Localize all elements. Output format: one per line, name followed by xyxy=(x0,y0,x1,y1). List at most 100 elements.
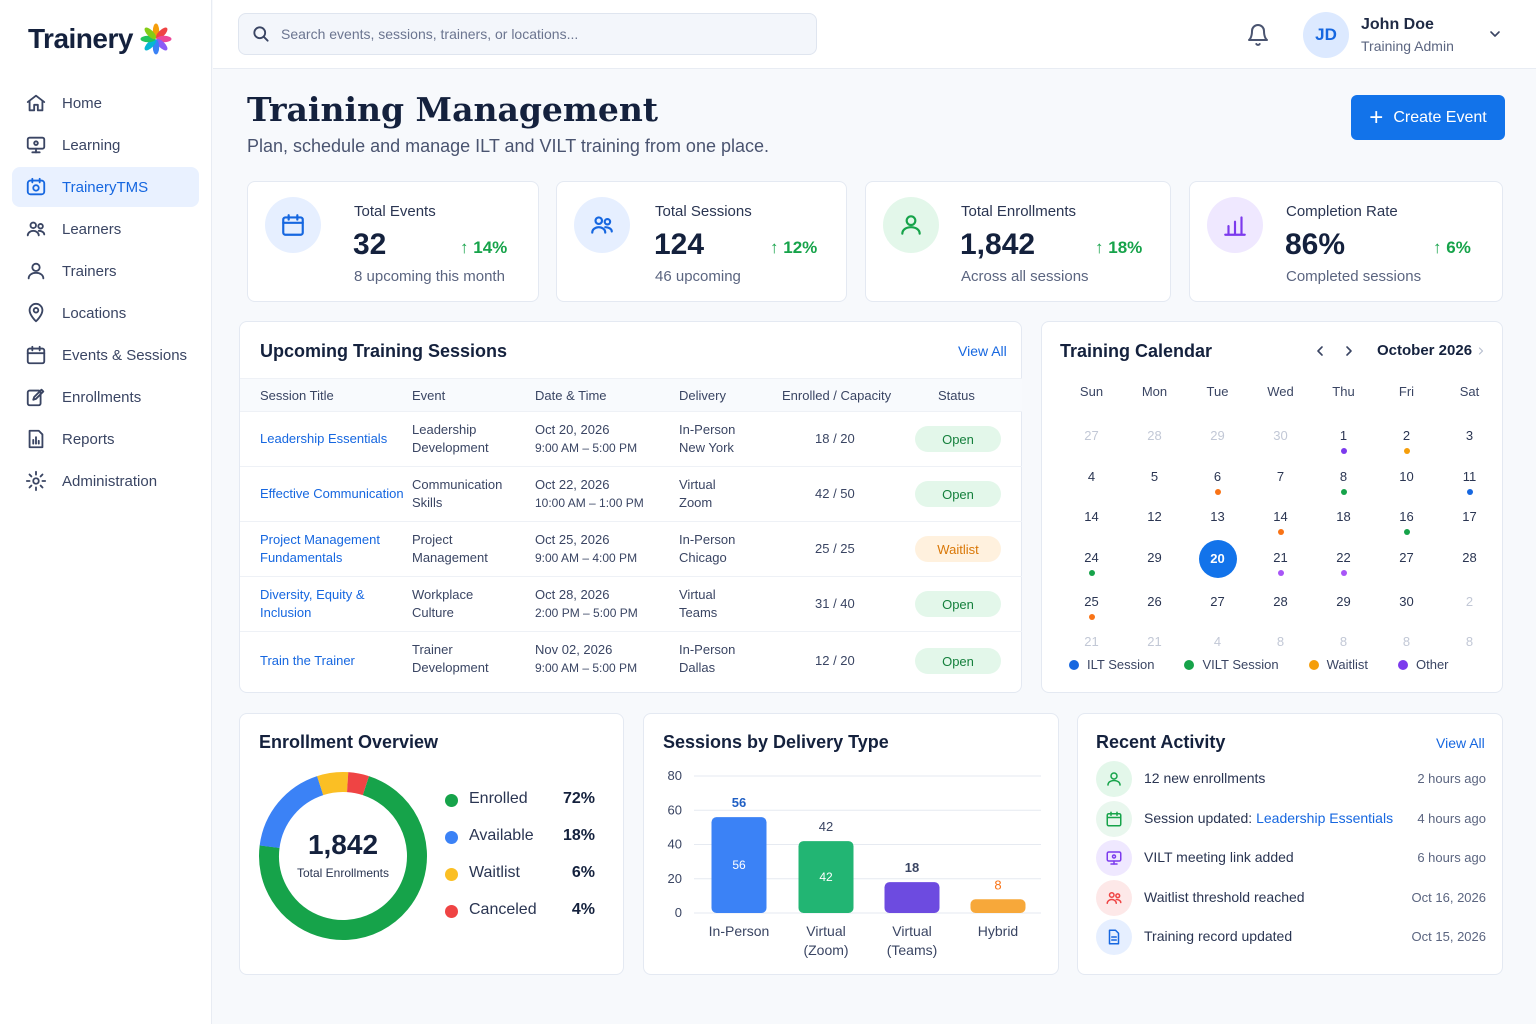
activity-item[interactable]: Session updated: Leadership Essentials 4 … xyxy=(1096,800,1486,837)
calendar-day[interactable]: 11 xyxy=(1438,463,1501,501)
search-bar[interactable] xyxy=(238,13,817,55)
arrow-up-icon: ↑ xyxy=(1095,238,1109,257)
calendar-day[interactable]: 25 xyxy=(1060,588,1123,626)
sidebar-item-locations[interactable]: Locations xyxy=(12,293,199,333)
calendar-day[interactable]: 27 xyxy=(1375,544,1438,582)
activity-item[interactable]: Training record updated Oct 15, 2026 xyxy=(1096,919,1486,955)
avatar[interactable]: JD xyxy=(1303,12,1349,58)
activity-item[interactable]: 12 new enrollments 2 hours ago xyxy=(1096,761,1486,797)
sidebar-item-trainers[interactable]: Trainers xyxy=(12,251,199,291)
calendar-day[interactable]: 21 xyxy=(1123,628,1186,666)
calendar-day[interactable]: 8 xyxy=(1312,628,1375,666)
day-number: 14 xyxy=(1273,509,1288,524)
session-title-link[interactable]: Train the Trainer xyxy=(260,652,408,670)
calendar-day[interactable]: 27 xyxy=(1060,422,1123,460)
session-title-link[interactable]: Diversity, Equity & Inclusion xyxy=(260,586,408,622)
sidebar-item-home[interactable]: Home xyxy=(12,83,199,123)
table-row[interactable]: Project Management Fundamentals Project Man… xyxy=(240,522,1022,577)
day-number: 17 xyxy=(1462,509,1477,524)
activity-item[interactable]: Waitlist threshold reached Oct 16, 2026 xyxy=(1096,879,1486,916)
sidebar-item-events-sessions[interactable]: Events & Sessions xyxy=(12,335,199,375)
calendar-day[interactable]: 14 xyxy=(1060,503,1123,541)
chevron-down-icon[interactable] xyxy=(1487,26,1503,42)
day-number: 8 xyxy=(1339,469,1348,484)
bar-inner-label: 56 xyxy=(732,858,746,872)
brand-logo[interactable]: Trainery xyxy=(28,22,173,56)
calendar-day[interactable]: 18 xyxy=(1312,503,1375,541)
calendar-day[interactable]: 14 xyxy=(1249,503,1312,541)
table-row[interactable]: Leadership Essentials Leadership Developme… xyxy=(240,412,1022,467)
calendar-day[interactable]: 16 xyxy=(1375,503,1438,541)
activity-item[interactable]: VILT meeting link added 6 hours ago xyxy=(1096,840,1486,876)
activity-link[interactable]: Leadership Essentials xyxy=(1256,809,1394,826)
session-title-link[interactable]: Project Management Fundamentals xyxy=(260,531,408,567)
sessions-card: Upcoming Training Sessions View All Sess… xyxy=(239,321,1022,693)
weekday-label: Thu xyxy=(1332,384,1355,399)
chevron-right-small-icon[interactable] xyxy=(1475,345,1487,357)
calendar-day[interactable]: 3 xyxy=(1438,422,1501,460)
calendar-day[interactable]: 2 xyxy=(1375,422,1438,460)
day-number: 20 xyxy=(1210,551,1225,566)
weekday-label: Fri xyxy=(1398,384,1415,399)
user-name[interactable]: John Doe xyxy=(1361,16,1434,33)
activity-time: Oct 15, 2026 xyxy=(1411,929,1486,944)
calendar-day[interactable]: 29 xyxy=(1186,422,1249,460)
calendar-day[interactable]: 30 xyxy=(1375,588,1438,626)
calendar-day[interactable]: 2 xyxy=(1438,588,1501,626)
calendar-day[interactable]: 21 xyxy=(1060,628,1123,666)
day-number: 8 xyxy=(1276,634,1285,649)
enrollment-donut-chart xyxy=(259,772,427,940)
table-row[interactable]: Diversity, Equity & Inclusion Workplace Cul… xyxy=(240,577,1022,632)
calendar-day[interactable]: 5 xyxy=(1123,463,1186,501)
calendar-day[interactable]: 8 xyxy=(1312,463,1375,501)
session-title-link[interactable]: Effective Communication xyxy=(260,485,408,503)
activity-view-all-link[interactable]: View All xyxy=(1436,735,1485,751)
calendar-day[interactable]: 30 xyxy=(1249,422,1312,460)
stat-trend-value: 12% xyxy=(783,238,818,257)
calendar-day[interactable]: 21 xyxy=(1249,544,1312,582)
calendar-day[interactable]: 7 xyxy=(1249,463,1312,501)
sidebar-item-learning[interactable]: Learning xyxy=(12,125,199,165)
calendar-day[interactable]: 28 xyxy=(1123,422,1186,460)
calendar-day[interactable]: 17 xyxy=(1438,503,1501,541)
session-title-link[interactable]: Leadership Essentials xyxy=(260,430,408,448)
table-row[interactable]: Effective Communication Communication Skil… xyxy=(240,467,1022,522)
calendar-day[interactable]: 8 xyxy=(1375,628,1438,666)
sidebar-item-enrollments[interactable]: Enrollments xyxy=(12,377,199,417)
calendar-day-today[interactable]: 20 xyxy=(1186,540,1249,582)
calendar-day[interactable]: 1 xyxy=(1312,422,1375,460)
calendar-day[interactable]: 8 xyxy=(1249,628,1312,666)
legend-dot xyxy=(445,868,458,881)
chevron-left-icon[interactable] xyxy=(1312,343,1328,359)
day-number: 27 xyxy=(1084,428,1099,443)
sidebar-item-label: Learning xyxy=(62,136,121,154)
bell-icon[interactable] xyxy=(1246,23,1270,47)
sidebar-item-learners[interactable]: Learners xyxy=(12,209,199,249)
sidebar-item-trainerytms[interactable]: TraineryTMS xyxy=(12,167,199,207)
calendar-day[interactable]: 26 xyxy=(1123,588,1186,626)
calendar-day[interactable]: 28 xyxy=(1249,588,1312,626)
stat-card-total-events: Total Events 32 ↑ 14% 8 upcoming this month xyxy=(247,181,539,302)
calendar-day[interactable]: 28 xyxy=(1438,544,1501,582)
calendar-day[interactable]: 6 xyxy=(1186,463,1249,501)
event-dot xyxy=(1340,570,1347,576)
calendar-day[interactable]: 12 xyxy=(1123,503,1186,541)
chevron-right-icon[interactable] xyxy=(1341,343,1357,359)
legend-percent: 6% xyxy=(571,864,595,881)
sessions-view-all-link[interactable]: View All xyxy=(958,343,1007,359)
table-row[interactable]: Train the Trainer Trainer Development Nov 0… xyxy=(240,632,1022,692)
calendar-day[interactable]: 29 xyxy=(1312,588,1375,626)
sidebar-item-administration[interactable]: Administration xyxy=(12,461,199,501)
calendar-day[interactable]: 22 xyxy=(1312,544,1375,582)
sidebar-item-reports[interactable]: Reports xyxy=(12,419,199,459)
calendar-day[interactable]: 13 xyxy=(1186,503,1249,541)
calendar-day[interactable]: 27 xyxy=(1186,588,1249,626)
calendar-day[interactable]: 29 xyxy=(1123,544,1186,582)
calendar-day[interactable]: 8 xyxy=(1438,628,1501,666)
calendar-day[interactable]: 10 xyxy=(1375,463,1438,501)
search-input[interactable] xyxy=(281,26,801,42)
calendar-day[interactable]: 4 xyxy=(1060,463,1123,501)
calendar-day[interactable]: 4 xyxy=(1186,628,1249,666)
create-event-button[interactable]: + Create Event xyxy=(1351,95,1505,140)
calendar-day[interactable]: 24 xyxy=(1060,544,1123,582)
